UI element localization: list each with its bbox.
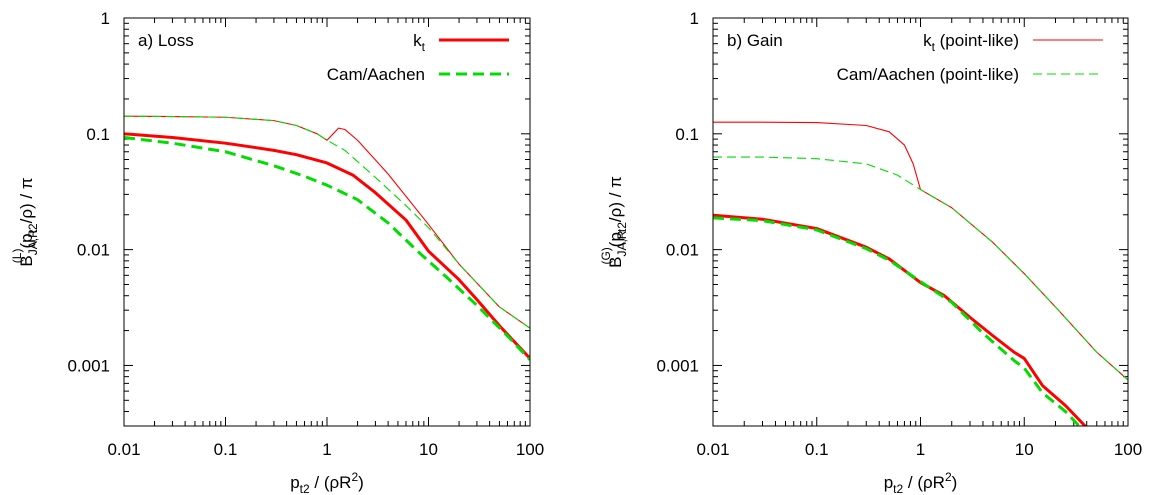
legend: kt Cam/Aachen — [327, 31, 509, 84]
x-tick-label: 1 — [916, 440, 925, 459]
panel-title: b) Gain — [727, 31, 783, 50]
x-label-end: ) — [358, 473, 364, 492]
y-label-sub: JA,R — [26, 229, 40, 255]
y-label-main: B — [17, 255, 36, 266]
y-tick-label: 1 — [690, 9, 699, 28]
x-tick-label: 1 — [322, 440, 331, 459]
y-tick-label: 0.01 — [666, 241, 699, 260]
x-label-sub: t2 — [893, 482, 903, 495]
series-line-3 — [124, 115, 530, 329]
legend-label-sub: t — [932, 40, 936, 54]
x-tick-label: 100 — [1114, 440, 1142, 459]
plot-frame — [123, 17, 531, 427]
series-line-2 — [713, 213, 1088, 426]
series-line-3 — [713, 216, 1082, 426]
legend-label-main: Cam/Aachen — [327, 65, 425, 84]
series-group — [713, 121, 1128, 426]
y-label-tail: (p — [17, 233, 36, 248]
panel-loss: 0.01 0.1 1 10 100 0.001 0.01 0.1 1 a) Loss kt Cam/A… — [10, 9, 544, 495]
series-line-1 — [713, 156, 1128, 381]
x-tick-label: 0.01 — [107, 440, 140, 459]
legend: kt (point-like) Cam/Aachen (point-like) — [837, 31, 1103, 84]
y-tick-label: 0.1 — [675, 125, 699, 144]
y-label-tail: (p — [606, 232, 625, 247]
y-label-end: /ρ) / π — [17, 177, 36, 223]
x-axis-label: pt2 / (ρR2) — [290, 470, 364, 495]
y-label-sub: JA,R — [615, 230, 629, 256]
series-group — [124, 115, 530, 361]
x-label-sub: t2 — [300, 482, 310, 495]
legend-label-main: Cam/Aachen (point-like) — [837, 65, 1019, 84]
x-axis-ticks — [712, 18, 1129, 426]
y-label-sup: (L) — [10, 249, 24, 264]
x-label-sup: 2 — [945, 470, 952, 484]
panel-title: a) Loss — [138, 31, 194, 50]
x-tick-label: 10 — [419, 440, 438, 459]
legend-label-main: k — [413, 31, 422, 50]
x-tick-label: 10 — [1015, 440, 1034, 459]
x-label-main: p — [884, 473, 893, 492]
y-label-sup: (G) — [599, 247, 613, 264]
y-label-sub2: t2 — [615, 222, 629, 232]
y-label-main: B — [606, 257, 625, 268]
legend-label: Cam/Aachen (point-like) — [837, 65, 1019, 84]
legend-label-suffix: (point-like) — [935, 31, 1019, 50]
series-line-0 — [124, 132, 530, 360]
x-tick-label: 0.01 — [696, 440, 729, 459]
plot-frame — [712, 17, 1129, 427]
y-tick-label: 1 — [101, 9, 110, 28]
y-tick-label: 0.001 — [67, 356, 110, 375]
y-label-sub2: t2 — [26, 223, 40, 233]
x-label-end: ) — [952, 473, 958, 492]
x-axis-label: pt2 / (ρR2) — [884, 470, 958, 495]
x-tick-label: 0.1 — [805, 440, 829, 459]
legend-label: Cam/Aachen — [327, 65, 425, 84]
legend-label-sub: t — [422, 40, 426, 54]
series-line-2 — [124, 115, 530, 329]
x-label-sup: 2 — [351, 470, 358, 484]
y-tick-label: 0.1 — [86, 125, 110, 144]
x-label-main: p — [290, 473, 299, 492]
legend-label: kt — [413, 31, 426, 54]
y-axis-label: BJA,R(L)(pt2/ρ) / π — [10, 177, 40, 266]
x-label-tail: / (ρR — [903, 473, 945, 492]
x-label-tail: / (ρR — [310, 473, 352, 492]
panel-gain: 0.01 0.1 1 10 100 0.001 0.01 0.1 1 b) Gain kt (poi… — [599, 9, 1142, 495]
legend-label: kt (point-like) — [923, 31, 1019, 54]
x-tick-label: 100 — [516, 440, 544, 459]
series-line-1 — [124, 135, 530, 361]
y-tick-label: 0.001 — [656, 356, 699, 375]
x-axis-ticks — [123, 18, 531, 426]
y-label-end: /ρ) / π — [606, 176, 625, 222]
legend-label-main: k — [923, 31, 932, 50]
y-axis-label: BJA,R(G)(pt2/ρ) / π — [599, 176, 629, 268]
x-tick-label: 0.1 — [214, 440, 238, 459]
y-tick-label: 0.01 — [77, 241, 110, 260]
series-line-0 — [713, 121, 1128, 381]
